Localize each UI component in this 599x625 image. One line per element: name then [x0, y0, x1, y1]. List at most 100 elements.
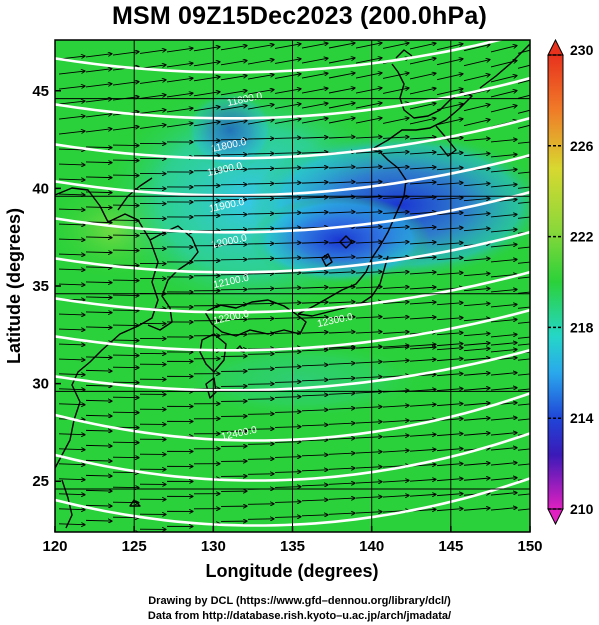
y-tick-label: 40	[32, 180, 49, 197]
wind-vector	[517, 448, 530, 451]
wind-vector	[490, 106, 517, 113]
wind-vector	[58, 269, 85, 270]
wind-vector	[139, 50, 166, 54]
wind-vector	[355, 167, 382, 168]
wind-vector	[517, 64, 530, 69]
wind-vector	[247, 474, 274, 475]
wind-vector	[166, 123, 193, 128]
wind-vector	[328, 317, 355, 318]
wind-vector	[328, 73, 355, 79]
wind-vector	[409, 344, 436, 346]
wind-vector	[490, 334, 517, 338]
wind-vector	[58, 194, 85, 195]
wind-vector	[463, 105, 490, 112]
wind-vector	[58, 404, 85, 405]
wind-vector	[193, 107, 220, 112]
wind-vector	[517, 343, 530, 346]
wind-vector	[382, 302, 409, 304]
wind-vector	[274, 382, 301, 383]
wind-vector	[274, 442, 301, 443]
wind-vector	[58, 284, 85, 285]
wind-vector	[355, 512, 382, 513]
x-tick-label: 135	[280, 538, 305, 555]
wind-vector	[436, 44, 463, 51]
wind-vector	[436, 303, 463, 305]
wind-vector	[382, 405, 409, 407]
wind-vector	[301, 515, 328, 516]
wind-vector	[490, 319, 517, 323]
wind-vector	[85, 505, 112, 506]
wind-vector	[409, 272, 436, 274]
wind-vector	[409, 317, 436, 319]
wind-vector	[517, 171, 530, 174]
wind-vector	[517, 321, 530, 324]
wind-vector	[220, 121, 247, 126]
wind-vector	[166, 48, 193, 53]
wind-vector	[328, 513, 355, 514]
wind-vector	[301, 395, 328, 396]
wind-vector	[328, 378, 355, 379]
height-contours	[55, 40, 530, 527]
wind-vector	[409, 479, 436, 481]
wind-vector	[247, 444, 274, 445]
wind-vector	[382, 332, 409, 334]
wind-vector	[463, 403, 490, 406]
graticule	[55, 40, 530, 532]
wind-vector	[382, 347, 409, 349]
map-title: MSM 09Z15Dec2023 (200.0hPa)	[111, 2, 488, 30]
wind-vector	[58, 239, 85, 240]
wind-vector	[274, 427, 301, 428]
wind-vector	[85, 415, 112, 416]
wind-vector	[166, 63, 193, 68]
wind-vector	[328, 118, 355, 124]
wind-vector	[247, 60, 274, 65]
wind-vector	[436, 168, 463, 170]
wind-vector	[355, 422, 382, 423]
wind-vector	[220, 46, 247, 51]
wind-vector	[409, 167, 436, 169]
wind-vector	[247, 519, 274, 520]
wind-vector	[517, 79, 530, 84]
wind-vector	[517, 141, 530, 144]
y-axis-ticks: 25 30 35 40 45	[32, 83, 61, 490]
wind-vector	[382, 345, 409, 347]
wind-vector	[355, 467, 382, 468]
wind-vector	[301, 182, 328, 183]
wind-vector	[382, 88, 409, 94]
wind-vector	[274, 367, 301, 368]
wind-vector	[436, 389, 463, 391]
wind-vector	[274, 517, 301, 518]
wind-vector	[85, 147, 112, 148]
wind-vector	[328, 137, 355, 138]
wind-vector	[382, 118, 409, 124]
wind-vector	[301, 197, 328, 198]
wind-vector	[517, 358, 530, 361]
wind-vector	[247, 228, 274, 229]
wind-vector	[436, 183, 463, 185]
wind-vector	[409, 43, 436, 50]
wind-vector	[436, 318, 463, 320]
wind-vector	[220, 76, 247, 81]
height-contour	[55, 116, 530, 160]
wind-vector	[58, 101, 85, 105]
wind-vector	[85, 267, 112, 268]
wind-vector	[328, 242, 355, 243]
wind-vector	[382, 480, 409, 482]
wind-vector	[247, 153, 274, 154]
wind-vector	[274, 228, 301, 229]
wind-vector	[409, 494, 436, 496]
wind-vector	[85, 114, 112, 118]
wind-vector	[436, 213, 463, 215]
height-contour	[55, 40, 505, 74]
wind-vector	[247, 369, 274, 370]
height-contour	[55, 392, 530, 442]
wind-vector	[166, 78, 193, 83]
wind-vector	[490, 343, 517, 346]
wind-vector	[247, 138, 274, 139]
wind-vector	[382, 317, 409, 319]
wind-vector	[328, 58, 355, 64]
wind-vector	[382, 495, 409, 497]
wind-vector	[517, 109, 530, 114]
wind-vector	[247, 90, 274, 95]
wind-vector	[355, 317, 382, 318]
